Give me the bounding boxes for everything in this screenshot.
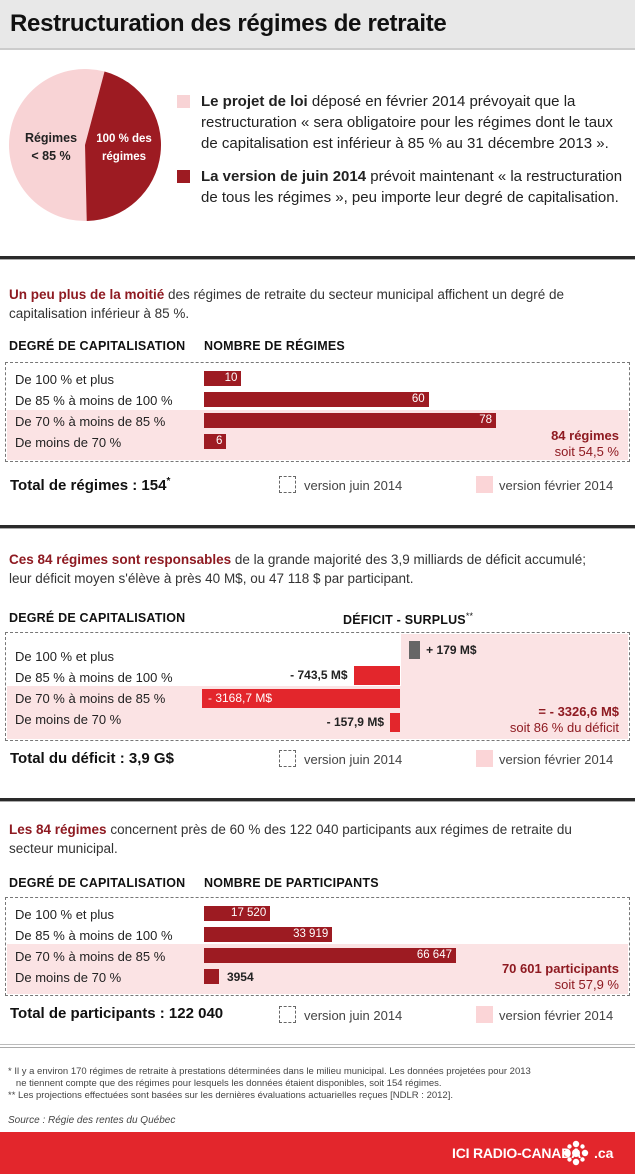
s1-bar-value-0: 10 [224,372,238,384]
section1-pink-note [506,424,628,460]
s3-row-label-1: De 85 % à moins de 100 % [15,928,173,943]
divider-2 [0,525,635,529]
s3-row-label-3: De moins de 70 % [15,970,122,985]
page-title: Restructuration des régimes de retraite [10,10,447,37]
radio-canada-gem-icon [563,1140,589,1166]
legend-june-bold: La version de juin 2014 [201,168,367,185]
section3-col1: DEGRÉ DE CAPITALISATION [9,876,186,890]
legend-feb-label-2: version février 2014 [499,752,614,767]
s3-row-label-2: De 70 % à moins de 85 % [15,949,166,964]
section2-col1: DEGRÉ DE CAPITALISATION [9,611,186,625]
legend-swatch-red [177,170,190,183]
legend-june-swatch-2 [279,750,296,767]
section1-total: Total de régimes : 154* [10,476,171,494]
legend-june-label-1: version juin 2014 [304,478,403,493]
s2-row-label-2: De 70 % à moins de 85 % [15,691,166,706]
section3-pink-note [491,958,628,994]
legend-feb-swatch-3 [476,1006,493,1023]
s1-bar-1 [204,392,429,407]
s3-bar-2 [204,948,456,963]
section1-intro: Un peu plus de la moitié des régimes de … [9,287,565,321]
s3-row-label-0: De 100 % et plus [15,907,115,922]
s2-bar-2 [202,689,400,708]
pie-label-low-2: < 85 % [31,149,70,163]
brand-logo[interactable]: ICI RADIO-CANADA [452,1145,582,1161]
footnote-2: ne tiennent compte que des régimes pour … [8,1078,442,1089]
section3-intro: Les 84 régimes concernent près de 60 % d… [9,822,572,856]
s2-bar-value-3: - 157,9 M$ [326,715,384,729]
legend-feb-swatch-1 [476,476,493,493]
legend-june-swatch-1 [279,476,296,493]
s1-row-label-1: De 85 % à moins de 100 % [15,393,173,408]
section2-col2: DÉFICIT - SURPLUS** [343,611,474,628]
section1-note-weak: soit 54,5 % [554,444,619,459]
section2-intro: Ces 84 régimes sont responsables de la g… [9,552,587,586]
s3-bar-0 [204,906,271,921]
legend-june-text: prévoit maintenant « la restructuration … [201,168,623,206]
s2-row-label-3: De moins de 70 % [15,712,122,727]
pie-slice-0 [9,69,105,222]
s1-bar-value-2: 78 [479,414,492,426]
s2-bar-value-1: - 743,5 M$ [290,668,348,682]
section2-total: Total du déficit : 3,9 G$ [10,750,174,767]
legend-feb-label-1: version février 2014 [499,478,614,493]
header-bar: Restructuration des régimes de retraite [0,0,635,50]
pie-slice-1 [85,71,162,221]
brand-suffix: .ca [594,1145,614,1161]
s1-row-label-3: De moins de 70 % [15,435,122,450]
s2-bar-1 [353,666,400,685]
s2-row-label-0: De 100 % et plus [15,649,115,664]
divider-3 [0,798,635,802]
s3-bar-value-3: 3954 [226,970,254,984]
legend-june-label-3: version juin 2014 [304,1008,403,1023]
pie-label-high-2: régimes [102,151,146,163]
s2-row-label-1: De 85 % à moins de 100 % [15,670,173,685]
s1-bar-value-1: 60 [411,393,425,405]
legend-feb-label-3: version février 2014 [499,1008,614,1023]
s1-row-label-0: De 100 % et plus [15,372,115,387]
s1-bar-2 [204,413,496,428]
section3-note-weak: soit 57,9 % [554,977,619,992]
footnote-1: * Il y a environ 170 régimes de retraite… [8,1066,531,1077]
section1-note-strong: 84 régimes [551,428,619,443]
s1-row-label-2: De 70 % à moins de 85 % [15,414,166,429]
section1-col1: DEGRÉ DE CAPITALISATION [9,339,186,353]
pie-label-high-1: 100 % des [96,133,152,145]
s3-bar-3 [204,969,219,984]
s3-bar-value-1: 33 919 [293,928,329,940]
brand-footer: ICI RADIO-CANADA .ca [0,1132,635,1174]
section3-total: Total de participants : 122 040 [10,1005,224,1022]
s3-bar-value-0: 17 520 [231,907,267,919]
section2-note-strong: = - 3326,6 M$ [538,704,619,719]
s2-bar-value-0: + 179 M$ [426,643,477,657]
legend-february-text: déposé en février 2014 prévoyait que la … [201,93,613,152]
legend-feb-swatch-2 [476,750,493,767]
section2-pink-right [401,634,628,739]
footnote-3: ** Les projections effectuées sont basée… [8,1090,453,1101]
s2-bar-0 [409,641,421,659]
pie-label-low-1: Régimes [25,131,77,145]
s3-bar-1 [204,927,333,942]
s2-bar-value-2: - 3168,7 M$ [208,691,273,705]
divider-1 [0,256,635,260]
s3-bar-value-2: 66 647 [416,949,452,961]
pie-chart: Régimes < 85 % 100 % des régimes [9,69,162,222]
section1-col2: NOMBRE DE RÉGIMES [204,339,345,353]
legend-swatch-pink [177,95,190,108]
section3-col2: NOMBRE DE PARTICIPANTS [204,876,379,890]
s1-bar-value-3: 6 [216,435,223,447]
source-line: Source : Régie des rentes du Québec [8,1115,176,1126]
legend-february-bold: Le projet de loi [201,93,308,110]
legend-june-swatch-3 [279,1006,296,1023]
s2-bar-3 [390,713,400,732]
section2-note-weak: soit 86 % du déficit [509,720,619,735]
legend-june-label-2: version juin 2014 [304,752,403,767]
section3-note-strong: 70 601 participants [501,961,619,976]
s1-bar-0 [204,371,242,386]
divider-4 [0,1044,635,1048]
s1-bar-3 [204,434,227,449]
